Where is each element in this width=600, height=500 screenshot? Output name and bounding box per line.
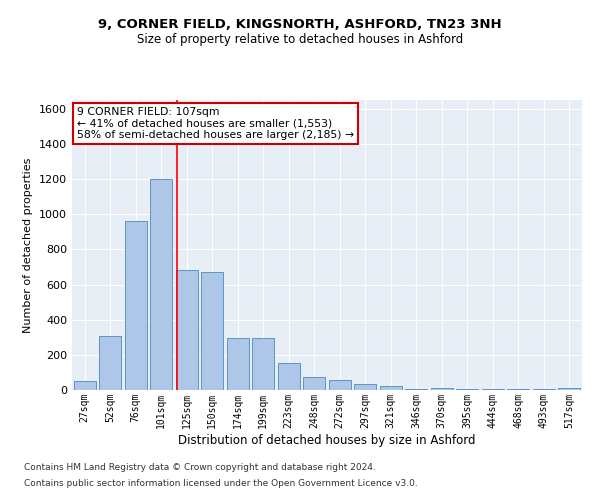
- Bar: [151, 179, 172, 390]
- Bar: [74, 381, 95, 390]
- Bar: [380, 386, 401, 390]
- Bar: [278, 363, 299, 390]
- Text: Contains HM Land Registry data © Crown copyright and database right 2024.: Contains HM Land Registry data © Crown c…: [24, 464, 376, 472]
- Bar: [253, 338, 274, 390]
- Bar: [457, 389, 478, 390]
- Y-axis label: Number of detached properties: Number of detached properties: [23, 158, 34, 332]
- Bar: [482, 389, 503, 390]
- X-axis label: Distribution of detached houses by size in Ashford: Distribution of detached houses by size …: [178, 434, 476, 446]
- Bar: [176, 270, 197, 390]
- Bar: [508, 389, 529, 390]
- Bar: [329, 380, 350, 390]
- Text: Contains public sector information licensed under the Open Government Licence v3: Contains public sector information licen…: [24, 478, 418, 488]
- Bar: [202, 272, 223, 390]
- Bar: [559, 388, 580, 390]
- Text: 9, CORNER FIELD, KINGSNORTH, ASHFORD, TN23 3NH: 9, CORNER FIELD, KINGSNORTH, ASHFORD, TN…: [98, 18, 502, 30]
- Bar: [304, 377, 325, 390]
- Text: 9 CORNER FIELD: 107sqm
← 41% of detached houses are smaller (1,553)
58% of semi-: 9 CORNER FIELD: 107sqm ← 41% of detached…: [77, 108, 354, 140]
- Bar: [125, 222, 146, 390]
- Bar: [406, 389, 427, 390]
- Bar: [355, 384, 376, 390]
- Bar: [533, 389, 554, 390]
- Bar: [100, 336, 121, 390]
- Bar: [227, 338, 248, 390]
- Bar: [431, 388, 452, 390]
- Text: Size of property relative to detached houses in Ashford: Size of property relative to detached ho…: [137, 32, 463, 46]
